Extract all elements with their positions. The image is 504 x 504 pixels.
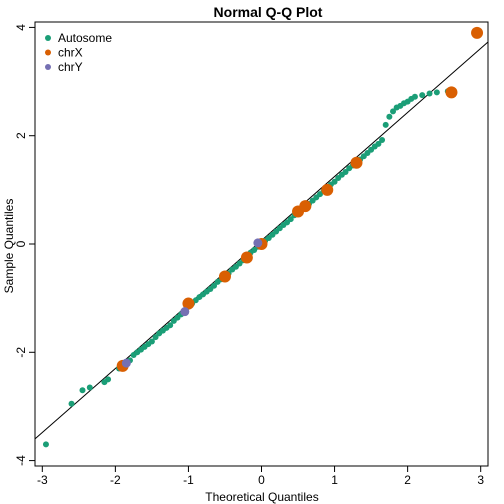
point-autosome [426,90,433,97]
y-tick-label: -2 [14,347,28,358]
y-axis-label: Sample Quantiles [2,199,16,294]
point-autosome [105,376,112,383]
point-autosome [42,441,49,448]
point-chrx [350,156,363,169]
point-chry [253,238,263,248]
point-autosome [167,322,174,329]
point-autosome [211,282,218,289]
point-autosome [148,338,155,345]
point-chry [180,307,190,317]
point-autosome [152,334,159,341]
series-chry [121,238,263,368]
point-autosome [419,92,426,99]
legend-label-chrx: chrX [58,46,83,60]
x-tick-label: -3 [37,473,48,487]
point-autosome [342,168,349,175]
x-tick-label: 0 [258,473,265,487]
x-tick-label: 2 [404,473,411,487]
point-chrx [321,183,334,196]
point-chrx [240,251,253,264]
legend-label-autosome: Autosome [58,31,112,45]
legend-label-chry: chrY [58,60,83,74]
point-autosome [331,178,338,185]
legend-marker-chrx [45,49,51,56]
point-autosome [386,113,393,120]
point-autosome [411,93,418,100]
point-autosome [68,400,75,407]
point-autosome [433,89,440,96]
point-autosome [86,384,93,391]
y-tick-label: -4 [14,455,28,466]
point-chrx [218,270,231,283]
point-autosome [375,140,382,147]
point-autosome [379,137,386,144]
data-points [42,26,484,448]
x-axis: -3 -2 -1 0 1 2 3 [37,466,484,487]
x-axis-label: Theoretical Quantiles [205,490,318,504]
legend-marker-autosome [45,35,51,41]
series-autosome [42,88,451,448]
point-autosome [382,121,389,128]
point-autosome [287,216,294,223]
y-tick-label: 4 [14,24,28,31]
x-tick-label: 3 [477,473,484,487]
legend-box [38,25,118,75]
point-autosome [79,387,86,394]
point-chrx [182,297,195,310]
point-autosome [390,108,397,115]
chart-title: Normal Q-Q Plot [214,4,323,20]
x-tick-label: -1 [183,473,194,487]
x-tick-label: 1 [331,473,338,487]
point-chry [121,358,131,368]
y-tick-label: 0 [14,240,28,247]
y-tick-label: 2 [14,132,28,139]
legend-marker-chry [45,64,51,70]
point-chrx [299,200,312,213]
x-tick-label: -2 [110,473,121,487]
series-chrx [116,26,484,372]
y-axis: -4 -2 0 2 4 [14,24,35,466]
point-chrx [471,26,484,39]
plot-area [34,26,489,448]
point-chrx [445,86,458,99]
